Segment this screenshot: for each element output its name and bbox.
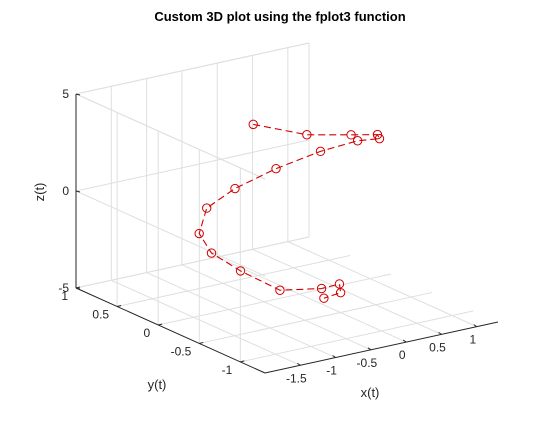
x-axis-label: x(t) (361, 385, 380, 400)
y-tick-label: -0.5 (171, 344, 192, 358)
grid-line (287, 241, 478, 328)
y-tick-label: -1 (222, 363, 233, 377)
data-point (335, 287, 346, 298)
data-point (202, 203, 212, 213)
data-point (316, 283, 327, 294)
data-point (319, 293, 329, 303)
grid-line (158, 273, 392, 326)
grid-line (116, 254, 351, 307)
grid-line (181, 264, 372, 351)
y-axis-label: y(t) (148, 377, 167, 392)
y-tick-mark (116, 304, 122, 307)
z-tick-mark (75, 190, 81, 193)
data-point (302, 130, 312, 140)
data-point (248, 119, 258, 130)
data-point (352, 136, 363, 146)
data-point (346, 130, 356, 140)
x-tick-label: -0.5 (357, 356, 378, 370)
x-tick-label: 0.5 (429, 340, 446, 354)
markers (194, 119, 385, 303)
x-tick-mark (438, 331, 442, 335)
y-tick-label: 0.5 (92, 308, 109, 322)
x-tick-label: 0 (399, 348, 406, 362)
grid-lines (75, 42, 478, 374)
x-tick-mark (473, 324, 478, 328)
z-tick-mark (75, 93, 81, 96)
grid-line (75, 236, 310, 289)
z-tick-mark (75, 287, 81, 290)
data-point (194, 228, 204, 239)
data-point (374, 133, 385, 144)
x-tick-mark (367, 347, 372, 351)
x-axis-line (264, 321, 499, 374)
z-tick-label: 0 (62, 184, 69, 198)
grid-line (75, 139, 310, 192)
curve (198, 123, 381, 299)
grid-line (199, 291, 433, 344)
z-tick-label: 5 (62, 87, 69, 101)
grid-line (252, 248, 442, 335)
y-tick-label: 1 (61, 289, 68, 303)
data-point (271, 163, 281, 174)
y-tick-mark (158, 323, 163, 326)
z-axis-label: z(t) (32, 183, 47, 202)
data-point (206, 248, 217, 258)
x-tick-mark (402, 339, 407, 343)
y-tick-mark (240, 360, 245, 363)
grid-line (75, 190, 266, 277)
grid-line (75, 93, 266, 180)
chart-title: Custom 3D plot using the fplot3 function (154, 9, 406, 24)
y-tick-mark (199, 341, 204, 344)
x-tick-label: -1 (326, 364, 337, 378)
data-point (275, 285, 285, 295)
data-point (315, 146, 326, 157)
data-point (235, 266, 246, 276)
x-tick-label: 1 (469, 333, 476, 347)
grid-line (217, 256, 407, 343)
y-axis-line (75, 287, 266, 374)
grid-line (146, 272, 336, 359)
x-tick-mark (332, 355, 336, 358)
data-point (230, 183, 240, 194)
grid-line (240, 310, 474, 363)
x-tick-mark (297, 362, 301, 366)
axis-ticks: -1.5 -1 -0.5 0 0.5 1 1 0.5 0 -0.5 -1 5 0 -5 (58, 87, 478, 385)
y-tick-label: 0 (144, 326, 151, 340)
grid-line (75, 42, 310, 95)
z-tick-label: -5 (58, 281, 69, 295)
x-tick-label: -1.5 (286, 371, 307, 385)
series-line (198, 123, 381, 299)
grid-line (111, 279, 301, 366)
